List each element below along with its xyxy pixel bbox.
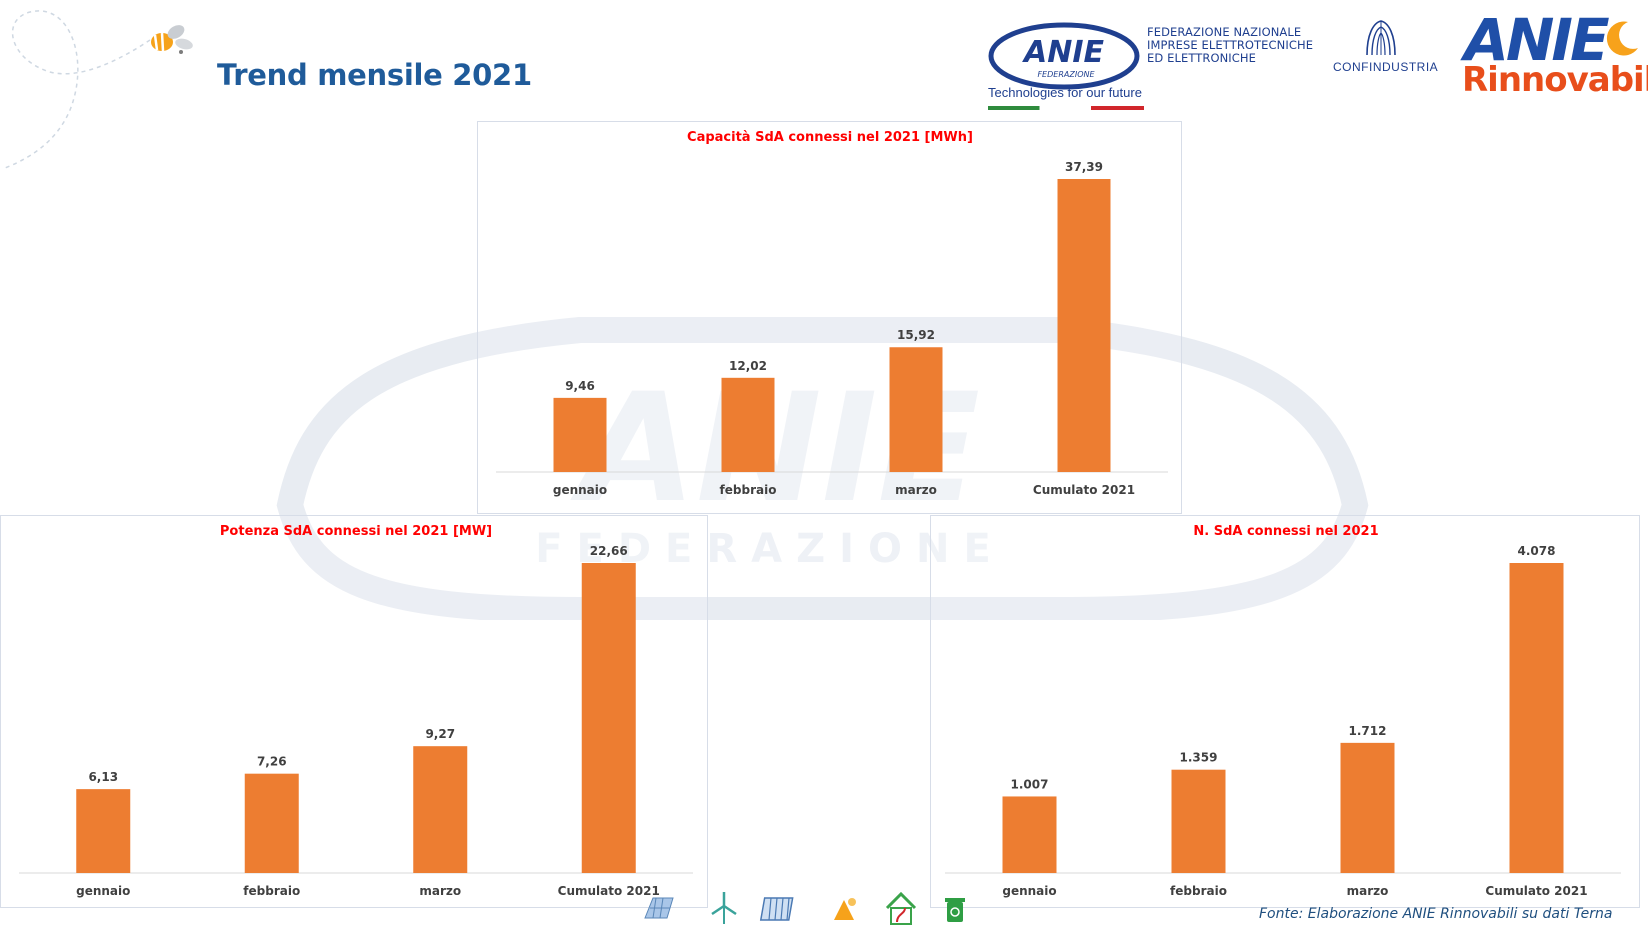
recycle-bin-icon — [945, 898, 965, 922]
category-label-numero-2: marzo — [1347, 884, 1389, 898]
bar-numero-2 — [1340, 742, 1395, 873]
source-note: Fonte: Elaborazione ANIE Rinnovabili su … — [1259, 906, 1613, 922]
anie-logo-name: ANIE — [1022, 35, 1104, 70]
bar-capacita-0 — [553, 397, 607, 472]
bee-icon — [151, 25, 193, 54]
data-label-potenza-3: 22,66 — [590, 544, 628, 558]
rinnovabili-logo-top: ANIE — [1464, 6, 1610, 74]
category-label-numero-1: febbraio — [1170, 884, 1227, 898]
category-label-capacita-2: marzo — [895, 483, 937, 497]
solar-panel-icon — [644, 897, 674, 919]
category-label-numero-0: gennaio — [1002, 884, 1056, 898]
bar-potenza-2 — [413, 746, 468, 873]
category-label-potenza-0: gennaio — [76, 884, 130, 898]
federation-line-1: FEDERAZIONE NAZIONALE — [1147, 25, 1302, 39]
data-label-numero-2: 1.712 — [1349, 724, 1387, 738]
moon-icon — [1606, 21, 1638, 56]
category-label-capacita-1: febbraio — [720, 483, 777, 497]
renewables-icon-row — [644, 891, 965, 925]
category-label-numero-3: Cumulato 2021 — [1485, 884, 1587, 898]
category-label-potenza-1: febbraio — [243, 884, 300, 898]
chart-title: Capacità SdA connessi nel 2021 [MWh] — [687, 130, 973, 145]
solar-thermal-icon — [759, 897, 794, 921]
bar-potenza-1 — [244, 773, 299, 873]
chart-panel-capacita: Capacità SdA connessi nel 2021 [MWh] 9,46… — [477, 121, 1182, 514]
rinnovabili-logo-bottom: Rinnovabili — [1462, 60, 1648, 100]
confindustria-icon — [1366, 20, 1396, 56]
confindustria-label: CONFINDUSTRIA — [1333, 60, 1439, 74]
category-label-capacita-0: gennaio — [553, 483, 607, 497]
anie-logo-sub: FEDERAZIONE — [1037, 70, 1095, 79]
bar-capacita-1 — [721, 377, 775, 472]
data-label-capacita-2: 15,92 — [897, 328, 935, 342]
bar-numero-1 — [1171, 769, 1226, 873]
data-label-potenza-0: 6,13 — [88, 770, 118, 784]
page-title: Trend mensile 2021 — [217, 58, 532, 92]
bar-potenza-3 — [581, 563, 636, 873]
tagline: Technologies for our future — [988, 85, 1142, 100]
category-label-potenza-3: Cumulato 2021 — [558, 884, 660, 898]
data-label-potenza-2: 9,27 — [425, 727, 455, 741]
data-label-numero-3: 4.078 — [1518, 544, 1556, 558]
chart-title: N. SdA connessi nel 2021 — [1193, 524, 1378, 539]
data-label-capacita-3: 37,39 — [1065, 160, 1103, 174]
corner-decoration — [4, 10, 193, 169]
bar-capacita-3 — [1057, 179, 1111, 472]
geothermal-icon — [834, 898, 856, 920]
federation-line-2: IMPRESE ELETTROTECNICHE — [1147, 38, 1314, 52]
federation-name: FEDERAZIONE NAZIONALE IMPRESE ELETTROTEC… — [1147, 26, 1313, 65]
bar-numero-0 — [1002, 796, 1057, 873]
chart-title: Potenza SdA connessi nel 2021 [MW] — [220, 524, 492, 539]
data-label-numero-1: 1.359 — [1180, 751, 1218, 765]
data-label-numero-0: 1.007 — [1011, 777, 1049, 791]
chart-capacita: Capacità SdA connessi nel 2021 [MWh] 9,46… — [496, 130, 1168, 497]
data-label-capacita-0: 9,46 — [565, 379, 595, 393]
chart-panel-numero: N. SdA connessi nel 2021 1.007 gennaio 1.35… — [930, 515, 1640, 908]
anie-federazione-logo[interactable]: ANIE FEDERAZIONE — [985, 14, 1145, 114]
federation-line-3: ED ELETTRONICHE — [1147, 51, 1257, 65]
green-house-icon — [885, 891, 917, 925]
wind-turbine-icon — [711, 892, 737, 924]
chart-numero: N. SdA connessi nel 2021 1.007 gennaio 1.35… — [945, 524, 1621, 898]
italian-flag-strip — [988, 106, 1144, 110]
data-label-potenza-1: 7,26 — [257, 755, 287, 769]
bar-capacita-2 — [889, 347, 943, 472]
bar-numero-3 — [1509, 563, 1564, 873]
chart-panel-potenza: Potenza SdA connessi nel 2021 [MW] 6,13 ge… — [0, 515, 708, 908]
category-label-capacita-3: Cumulato 2021 — [1033, 483, 1135, 497]
category-label-potenza-2: marzo — [419, 884, 461, 898]
data-label-capacita-1: 12,02 — [729, 359, 767, 373]
bar-potenza-0 — [76, 789, 131, 873]
chart-potenza: Potenza SdA connessi nel 2021 [MW] 6,13 ge… — [19, 524, 693, 898]
